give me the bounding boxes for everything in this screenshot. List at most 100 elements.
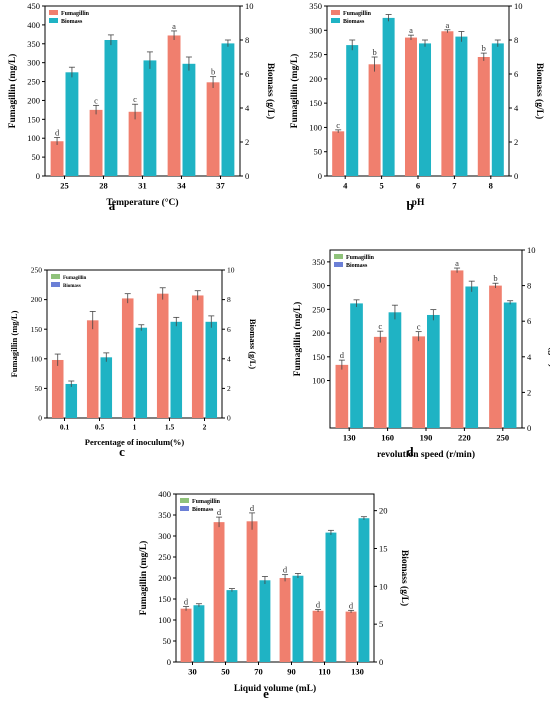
bar-biomass <box>382 17 395 177</box>
legend-label: Biomass <box>346 263 368 269</box>
y2-tick-label: 2 <box>514 137 518 147</box>
y-tick-label: 50 <box>163 636 172 646</box>
y-tick-label: 300 <box>309 25 322 35</box>
bar-biomass <box>100 357 113 418</box>
y2-axis-title: Biomass (g/L) <box>265 63 276 119</box>
bar-biomass <box>455 36 468 176</box>
bar-biomass <box>292 575 304 662</box>
y-axis-title: Fumagillin (mg/L) <box>292 302 303 377</box>
y-tick-label: 100 <box>27 133 40 143</box>
significance-letter: d <box>283 565 288 575</box>
y-tick-label: 200 <box>27 95 40 105</box>
bar-fumagillin <box>246 521 258 662</box>
x-axis-title: Liquid volume (mL) <box>234 683 316 694</box>
y2-tick-label: 4 <box>245 103 250 113</box>
y2-tick-label: 2 <box>527 387 531 397</box>
bar-biomass <box>65 383 78 418</box>
y-tick-label: 150 <box>309 98 322 108</box>
y-axis-title: Fumagillin (mg/L) <box>7 54 18 129</box>
bar-biomass <box>388 312 402 428</box>
chart-svg: 0.1 0.5 1 1.5 2 0 50 100 150 200 250 0 2 4 6 8 10 Percent… <box>9 266 258 447</box>
chart-svg: d30d50d70d90d110d13005010015020025030035… <box>138 489 410 694</box>
bar-fumagillin <box>477 57 490 176</box>
y-tick-label: 0 <box>318 171 322 181</box>
y-tick-label: 350 <box>27 39 40 49</box>
x-tick-label: 160 <box>381 433 394 443</box>
bar-biomass <box>143 60 157 176</box>
legend: Fumagillin Biomass <box>49 10 90 25</box>
legend-label: Biomass <box>192 507 214 513</box>
significance-letter: c <box>133 94 137 104</box>
y-tick-label: 200 <box>312 328 325 338</box>
bar-fumagillin <box>51 359 64 418</box>
significance-letter: a <box>409 25 413 35</box>
y-tick-label: 300 <box>158 531 171 541</box>
y-tick-label: 250 <box>27 77 40 87</box>
y-tick-label: 450 <box>27 1 40 11</box>
x-tick-label: 0.5 <box>95 423 105 432</box>
bar-biomass <box>104 40 118 176</box>
y2-tick-label: 8 <box>227 295 231 304</box>
chart-svg: d25c28c31a34b370501001502002503003504004… <box>7 1 276 208</box>
x-tick-label: 30 <box>188 667 197 677</box>
bar-fumagillin <box>206 82 220 176</box>
bar-fumagillin <box>128 111 142 176</box>
y-tick-label: 350 <box>312 257 325 267</box>
x-tick-label: 2 <box>203 423 207 432</box>
significance-letter: d <box>316 600 321 610</box>
chart-panel-d: d 130 c 160 c 190 a 220 b 250 100 150 200 250 300 350 0 2… <box>280 245 550 461</box>
x-tick-label: 31 <box>138 181 147 191</box>
y2-tick-label: 10 <box>514 1 523 11</box>
x-tick-label: 190 <box>420 433 433 443</box>
y2-tick-label: 10 <box>245 1 254 11</box>
bar-biomass <box>465 286 479 428</box>
y2-tick-label: 8 <box>514 35 518 45</box>
bar-fumagillin <box>489 285 502 428</box>
x-tick-label: 70 <box>254 667 263 677</box>
bar-biomass <box>205 321 218 418</box>
x-tick-label: 5 <box>379 181 383 191</box>
y2-tick-label: 8 <box>527 281 531 291</box>
significance-letter: b <box>493 273 497 283</box>
bar-fumagillin <box>89 109 103 176</box>
x-tick-label: 4 <box>343 181 348 191</box>
x-tick-label: 220 <box>458 433 471 443</box>
y-tick-label: 50 <box>35 384 43 393</box>
x-tick-label: 6 <box>416 181 420 191</box>
y-tick-label: 150 <box>31 325 43 334</box>
x-tick-label: 50 <box>221 667 230 677</box>
panel-label-d: d <box>406 444 414 459</box>
bar-biomass <box>419 43 432 177</box>
legend-label: Biomass <box>343 19 365 25</box>
bar-fumagillin <box>335 364 349 428</box>
legend-swatch <box>49 10 58 15</box>
y-tick-label: 300 <box>27 58 40 68</box>
y2-tick-label: 0 <box>514 171 518 181</box>
y-tick-label: 250 <box>158 552 171 562</box>
y2-tick-label: 0 <box>527 423 531 433</box>
significance-letter: d <box>184 597 189 607</box>
y-tick-label: 0 <box>36 171 40 181</box>
y2-tick-label: 0 <box>379 657 383 667</box>
x-tick-label: 7 <box>452 181 457 191</box>
bar-biomass <box>350 303 363 428</box>
significance-letter: b <box>372 47 376 57</box>
bar-biomass <box>346 45 359 176</box>
legend-label: Biomass <box>63 284 81 289</box>
bar-fumagillin <box>50 141 64 176</box>
panel-label-c: c <box>119 444 125 459</box>
y2-tick-label: 2 <box>227 384 231 393</box>
y-axis-title: Fumagillin (mg/L) <box>9 310 19 377</box>
y-tick-label: 200 <box>158 573 171 583</box>
bar-biomass <box>491 43 504 177</box>
legend-swatch <box>51 274 60 279</box>
chart-panel-e: d 30 d 50 d 70 d 90 d 110 d 130 0 50 100 150 200 250 300 35… <box>138 489 410 694</box>
bar-fumagillin <box>373 336 387 428</box>
y-tick-label: 50 <box>314 147 323 157</box>
significance-letter: d <box>55 127 60 137</box>
x-tick-label: 37 <box>216 181 225 191</box>
y-tick-label: 250 <box>31 266 43 275</box>
y2-axis-title: Biomass (g/L) <box>248 319 258 369</box>
y-tick-label: 350 <box>158 510 171 520</box>
significance-letter: b <box>211 67 215 77</box>
